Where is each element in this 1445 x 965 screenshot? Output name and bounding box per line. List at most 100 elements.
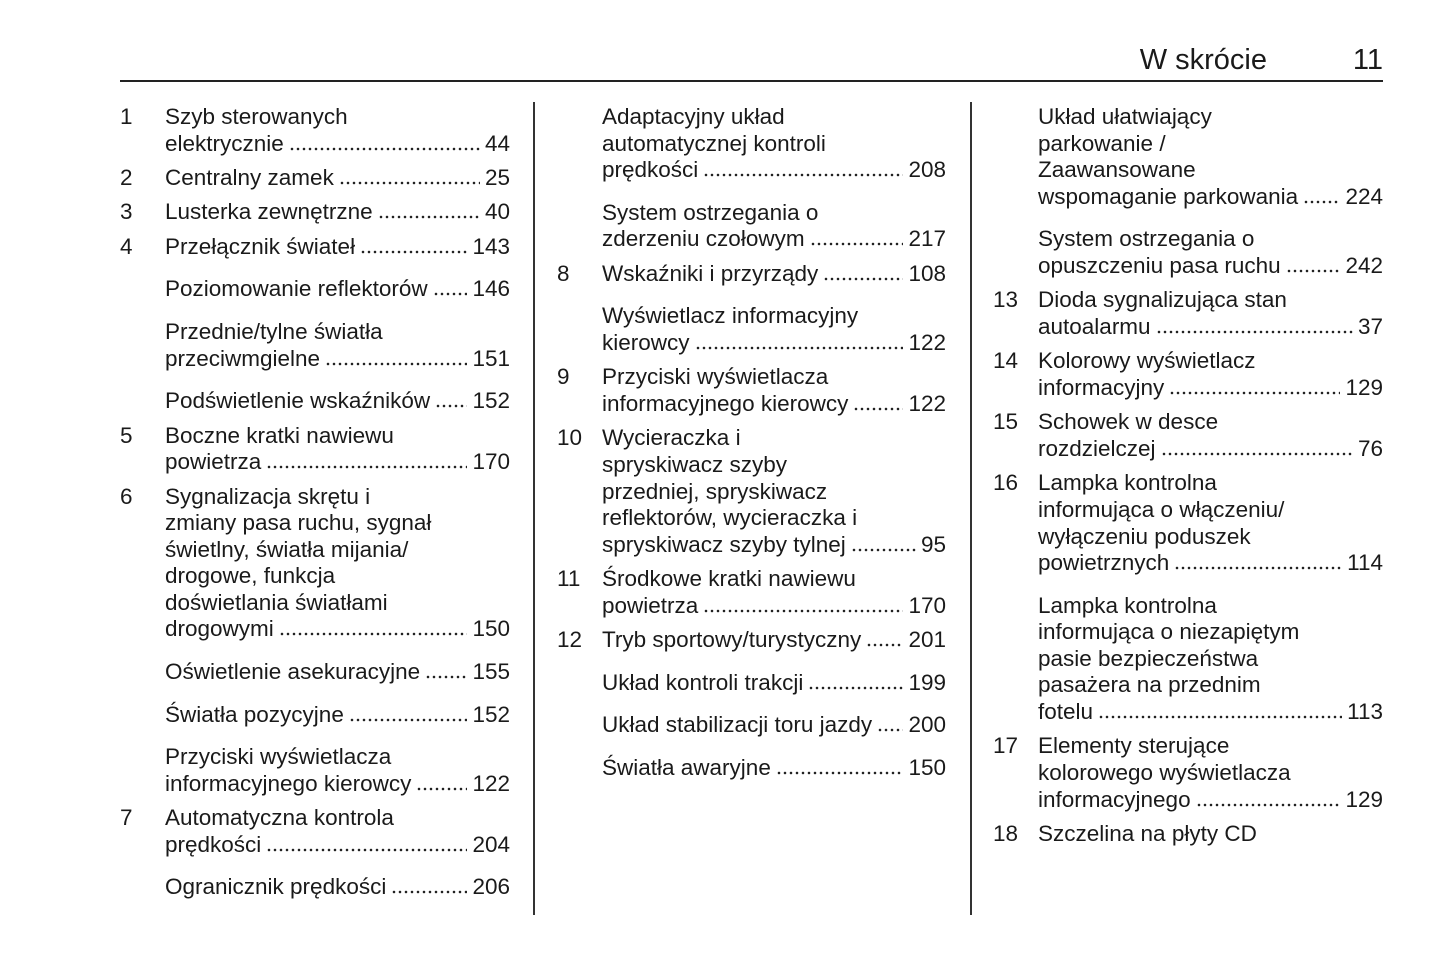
entry-line: Automatyczna kontrola [165, 805, 510, 832]
entry-text: Automatyczna kontrola [165, 805, 394, 831]
page-reference: 152 [472, 701, 510, 727]
entry-text: Światła awaryjne [602, 754, 771, 780]
callout-number: 9 [557, 364, 570, 390]
column-divider [970, 102, 972, 915]
entry-text: Środkowe kratki nawiewu [602, 566, 856, 592]
callout-number: 12 [557, 627, 583, 653]
entry-line: Szczelina na płyty CD [1038, 821, 1383, 848]
index-entry: Układ stabilizacji toru jazdy 200 [557, 712, 946, 739]
column-divider [533, 102, 535, 915]
page-reference: 76 [1357, 435, 1383, 461]
entry-line: fotelu 113 [1038, 699, 1383, 726]
entry-text: Dioda sygnalizująca stan [1038, 287, 1287, 313]
dot-leader [278, 632, 468, 637]
entry-line: informacyjnego 129 [1038, 787, 1383, 814]
page-reference: 208 [908, 157, 946, 183]
entry-text: Przednie/tylne światła [165, 318, 383, 344]
entry-text: System ostrzegania o [1038, 226, 1255, 252]
page-reference: 37 [1357, 313, 1383, 339]
entry-line: Oświetlenie asekuracyjne 155 [165, 659, 510, 686]
callout-number: 14 [993, 348, 1019, 374]
dot-leader [425, 675, 468, 680]
entry-text: Przyciski wyświetlacza [165, 744, 392, 770]
entry-line: Światła awaryjne 150 [602, 755, 946, 782]
page-reference: 200 [908, 712, 946, 738]
entry-line: informacyjnego kierowcy 122 [165, 771, 510, 798]
entry-text: przedniej, spryskiwacz [602, 478, 828, 504]
entry-line: Wycieraczka i [602, 425, 946, 452]
entry-line: świetlny, światła mijania/ [165, 537, 510, 564]
entry-text: Wycieraczka i [602, 425, 741, 451]
index-entry: Układ kontroli trakcji 199 [557, 670, 946, 697]
dot-leader [348, 717, 468, 722]
page-reference: 40 [484, 199, 510, 225]
entry-line: autoalarmu 37 [1038, 314, 1383, 341]
entry-line: Elementy sterujące [1038, 733, 1383, 760]
callout-number: 17 [993, 733, 1019, 759]
page-reference: 150 [472, 616, 510, 642]
section-title: W skrócie [1139, 44, 1267, 76]
entry-line: Adaptacyjny układ [602, 104, 946, 131]
page-reference: 95 [920, 531, 946, 557]
index-entry: Adaptacyjny układ automatycznej kontroli p… [557, 104, 946, 184]
dot-leader [377, 215, 480, 220]
dot-leader [360, 249, 468, 254]
entry-line: drogowe, funkcja [165, 563, 510, 590]
index-entry: Światła pozycyjne 152 [120, 702, 510, 729]
entry-text: zmiany pasa ruchu, sygnał [165, 510, 432, 536]
dot-leader [1155, 329, 1353, 334]
entry-text: Podświetlenie wskaźników [165, 388, 431, 414]
dot-leader [432, 292, 468, 297]
entry-line: Środkowe kratki nawiewu [602, 566, 946, 593]
entry-line: Światła pozycyjne 152 [165, 702, 510, 729]
entry-text: pasażera na przednim [1038, 672, 1261, 698]
entry-line: Przednie/tylne światła [165, 319, 510, 346]
dot-leader [877, 728, 904, 733]
entry-text: prędkości [165, 831, 262, 857]
entry-text: Światła pozycyjne [165, 701, 344, 727]
callout-number: 16 [993, 470, 1019, 496]
entry-text: drogowymi [165, 616, 274, 642]
page-reference: 242 [1345, 252, 1383, 278]
page-reference: 201 [908, 627, 946, 653]
index-entry: 3 Lusterka zewnętrzne 40 [120, 199, 510, 226]
header-rule [120, 80, 1383, 82]
index-entry: 8 Wskaźniki i przyrządy 108 [557, 261, 946, 288]
index-entry: 7 Automatyczna kontrola prędkości 204 [120, 805, 510, 858]
entry-line: System ostrzegania o [1038, 226, 1383, 253]
entry-text: Poziomowanie reflektorów [165, 276, 428, 302]
dot-leader [1174, 566, 1343, 571]
page-reference: 170 [908, 592, 946, 618]
dot-leader [823, 276, 904, 281]
entry-line: zmiany pasa ruchu, sygnał [165, 510, 510, 537]
entry-line: System ostrzegania o [602, 200, 946, 227]
page-reference: 114 [1347, 550, 1383, 576]
entry-text: wspomaganie parkowania [1038, 183, 1299, 209]
entry-line: zderzeniu czołowym 217 [602, 226, 946, 253]
entry-text: Elementy sterujące [1038, 733, 1230, 759]
page-reference: 151 [472, 345, 510, 371]
entry-text: Układ kontroli trakcji [602, 669, 804, 695]
dot-leader [866, 643, 904, 648]
dot-leader [435, 404, 468, 409]
entry-text: informacyjnego kierowcy [602, 390, 849, 416]
callout-number: 10 [557, 425, 583, 451]
entry-line: prędkości 204 [165, 832, 510, 859]
page-reference: 206 [472, 874, 510, 900]
entry-line: Poziomowanie reflektorów 146 [165, 276, 510, 303]
entry-text: informacyjny [1038, 374, 1165, 400]
page-reference: 108 [908, 260, 946, 286]
dot-leader [338, 180, 480, 185]
index-entry: System ostrzegania o opuszczeniu pasa ruc… [993, 226, 1383, 279]
index-entry: 17 Elementy sterujące kolorowego wyświetla… [993, 733, 1383, 813]
entry-line: prędkości 208 [602, 157, 946, 184]
index-entry: Ogranicznik prędkości 206 [120, 874, 510, 901]
dot-leader [1285, 268, 1341, 273]
entry-line: kierowcy 122 [602, 330, 946, 357]
page-reference: 129 [1345, 374, 1383, 400]
callout-number: 5 [120, 422, 133, 448]
page-reference: 122 [908, 329, 946, 355]
entry-text: spryskiwacz szyby tylnej [602, 531, 846, 557]
entry-line: informacyjny 129 [1038, 375, 1383, 402]
index-entry: 1 Szyb sterowanych elektrycznie 44 [120, 104, 510, 157]
